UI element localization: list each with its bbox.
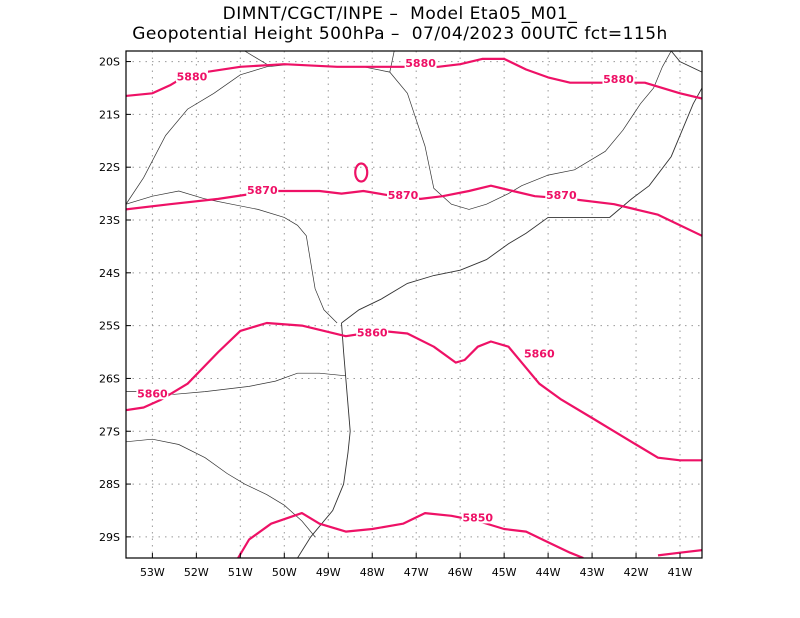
coastline-north [341, 51, 702, 324]
lon-tick-label: 53W [140, 566, 165, 579]
map-title-line1: DIMNT/CGCT/INPE – Model Eta05_M01_ [222, 4, 578, 24]
lat-tick-label: 22S [99, 161, 120, 174]
latitude-axis: 20S 21S 22S 23S 24S 25S 26S 27S 28S 29S [99, 56, 131, 544]
contour-label: 5860 [357, 327, 388, 340]
lat-lon-grid [126, 51, 702, 558]
lat-tick-label: 21S [99, 108, 120, 121]
lon-tick-label: 44W [536, 566, 561, 579]
lat-tick-label: 29S [99, 531, 120, 544]
contour-label: 5870 [546, 189, 577, 202]
contour-label-bg [404, 56, 437, 70]
state-border [126, 190, 338, 324]
lon-tick-label: 43W [580, 566, 605, 579]
contour-label: 5870 [247, 184, 278, 197]
lon-tick-label: 41W [668, 566, 693, 579]
contour-label: 5860 [137, 387, 168, 400]
contour-label: 5860 [524, 348, 555, 361]
contour-label-bg [136, 386, 169, 400]
contour-label-bg [523, 346, 556, 360]
contour-line-5850 [237, 512, 584, 558]
contour-label: 5850 [462, 511, 493, 524]
contour-label: 5880 [177, 70, 208, 83]
lon-tick-label: 42W [624, 566, 649, 579]
lat-tick-label: 20S [99, 56, 120, 69]
lon-tick-label: 52W [184, 566, 209, 579]
contour-labels: 5880 5880 5880 5870 5870 5870 5860 5860 5860 5850 [136, 56, 635, 524]
contour-label-bg [387, 188, 420, 202]
coastline-south [297, 322, 351, 558]
contour-label: 5870 [388, 189, 419, 202]
contour-line-5850 [657, 549, 702, 557]
geopotential-contours [126, 57, 702, 558]
lon-tick-label: 48W [360, 566, 385, 579]
lat-tick-label: 23S [99, 214, 120, 227]
state-border [126, 51, 672, 210]
contour-line-5860 [126, 321, 702, 462]
plot-frame [125, 50, 703, 559]
state-border [389, 51, 395, 73]
contour-label: 5880 [405, 57, 436, 70]
contour-loop-5870 [354, 162, 369, 183]
lat-tick-label: 24S [99, 267, 120, 280]
contour-label-bg [246, 182, 279, 196]
contour-label-bg [175, 69, 208, 83]
coastlines-and-borders [126, 51, 702, 558]
longitude-axis: 53W 52W 51W 50W 49W 48W 47W 46W 45W 44W 43W 42W 41W [140, 553, 693, 579]
contour-label-bg [545, 188, 578, 202]
lon-tick-label: 50W [272, 566, 297, 579]
contour-label-bg [461, 510, 494, 524]
lat-tick-label: 28S [99, 478, 120, 491]
lon-tick-label: 49W [316, 566, 341, 579]
state-border [244, 51, 267, 65]
contour-label-bg [356, 325, 389, 339]
lon-tick-label: 47W [404, 566, 429, 579]
lat-tick-label: 26S [99, 372, 120, 385]
contour-label-bg [602, 72, 635, 86]
lon-tick-label: 46W [448, 566, 473, 579]
lat-tick-label: 27S [99, 425, 120, 438]
contour-label: 5880 [603, 73, 634, 86]
lat-tick-label: 25S [99, 320, 120, 333]
state-border [126, 438, 316, 538]
map-title-line2: Geopotential Height 500hPa – 07/04/2023 … [132, 24, 668, 44]
lon-tick-label: 51W [228, 566, 253, 579]
lon-tick-label: 45W [492, 566, 517, 579]
